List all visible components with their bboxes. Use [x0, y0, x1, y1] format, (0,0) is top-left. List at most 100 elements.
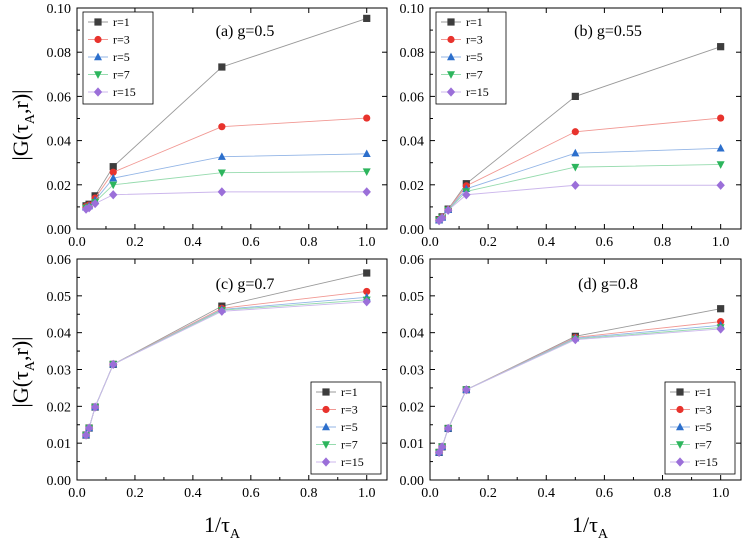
data-point-r=15	[437, 213, 447, 223]
panel-title: (d) g=0.8	[578, 276, 638, 293]
legend-label: r=3	[341, 403, 358, 417]
data-point-r=15	[571, 335, 580, 345]
data-point-r=15	[109, 359, 118, 369]
legend-label: r=7	[695, 438, 712, 452]
panel-1: 0.0 0.2 0.4 0.6 0.8 1.0 0.00 0.02 0.04 0.06 0.08 0.…	[400, 2, 742, 250]
data-point-r=3	[109, 168, 117, 176]
data-point-r=15	[437, 442, 447, 452]
series-line-r=7	[438, 164, 721, 221]
y-tick-label: 0.02	[47, 179, 72, 194]
legend-label: r=7	[113, 68, 130, 82]
x-tick-label: 1.0	[358, 486, 376, 501]
x-tick-label: 1.0	[712, 486, 730, 501]
data-point-r=15	[84, 423, 94, 433]
panels: 0.0 0.2 0.4 0.6 0.8 1.0 0.00 0.02 0.04 0.06 0.08 0.…	[47, 2, 742, 501]
y-tick-label: 0.06	[47, 90, 72, 105]
legend-marker	[322, 405, 330, 414]
legend-marker	[447, 35, 455, 44]
y-tick-label: 0.06	[400, 253, 425, 268]
legend-label: r=15	[695, 455, 718, 469]
data-point-r=1	[717, 305, 725, 313]
legend-marker	[94, 18, 102, 26]
y-tick-label: 0.10	[400, 2, 425, 17]
data-point-r=15	[716, 324, 725, 334]
y-tick-label: 0.01	[47, 437, 72, 452]
x-tick-label: 0.4	[184, 486, 202, 501]
y-tick-label: 0.01	[400, 437, 425, 452]
legend-marker	[676, 405, 684, 414]
panel-title: (b) g=0.55	[574, 23, 642, 40]
x-tick-label: 1.0	[358, 235, 376, 250]
legend-marker	[675, 457, 685, 467]
y-tick-label: 0.00	[400, 223, 425, 238]
data-point-r=1	[218, 63, 226, 71]
panel-0: 0.0 0.2 0.4 0.6 0.8 1.0 0.00 0.02 0.04 0.06 0.08 0.…	[47, 2, 388, 250]
y-axis-label-bottom: |G(τA,r)|	[8, 336, 38, 407]
data-point-r=15	[443, 423, 453, 434]
data-point-r=1	[363, 269, 371, 277]
data-point-r=15	[109, 190, 118, 200]
panel-2: 0.0 0.2 0.4 0.6 0.8 1.0 0.00 0.01 0.02 0.03 0.04 0.…	[47, 253, 388, 501]
legend-marker	[676, 422, 684, 431]
y-tick-label: 0.04	[47, 135, 72, 150]
legend-label: r=1	[695, 385, 712, 399]
series-line-r=15	[438, 184, 721, 221]
legend-marker	[447, 52, 455, 61]
legend-marker	[94, 35, 102, 44]
y-tick-label: 0.02	[400, 179, 425, 194]
legend-label: r=5	[113, 50, 130, 64]
y-tick-label: 0.05	[47, 290, 72, 305]
legend-marker	[322, 388, 330, 396]
data-point-r=15	[90, 198, 100, 209]
data-point-r=1	[363, 14, 371, 22]
data-point-r=1	[571, 92, 579, 100]
panel-3: 0.0 0.2 0.4 0.6 0.8 1.0 0.00 0.01 0.02 0.03 0.04 0.…	[400, 253, 742, 501]
y-tick-label: 0.00	[47, 474, 72, 489]
legend-marker	[94, 71, 102, 79]
data-point-r=3	[363, 114, 371, 122]
data-point-r=7	[571, 163, 580, 172]
series-line-r=3	[438, 117, 721, 221]
data-point-r=15	[217, 306, 227, 316]
legend-marker	[322, 422, 330, 431]
x-tick-label: 0.4	[538, 235, 556, 250]
x-tick-label: 0.0	[68, 486, 86, 501]
legend-box	[310, 381, 382, 475]
data-point-r=15	[443, 205, 453, 215]
panel-title: (a) g=0.5	[216, 23, 275, 40]
legend-marker	[447, 71, 455, 79]
legend-label: r=15	[466, 85, 489, 99]
data-point-r=3	[571, 128, 579, 136]
y-tick-label: 0.06	[47, 253, 72, 268]
legend-label: r=1	[113, 15, 130, 29]
legend-label: r=15	[341, 455, 364, 469]
y-tick-label: 0.08	[400, 46, 425, 61]
x-tick-label: 0.8	[654, 486, 672, 501]
legend-box	[664, 381, 736, 475]
x-tick-label: 0.0	[421, 235, 439, 250]
x-tick-label: 0.0	[421, 486, 439, 501]
legend-marker	[321, 457, 331, 467]
legend-box	[82, 11, 154, 105]
legend-marker	[446, 87, 456, 97]
y-tick-label: 0.06	[400, 90, 425, 105]
x-tick-label: 0.2	[479, 486, 497, 501]
data-point-r=7	[362, 168, 371, 176]
y-tick-label: 0.04	[400, 135, 425, 150]
series-line-r=15	[85, 191, 367, 210]
x-tick-label: 0.6	[596, 235, 614, 250]
legend-label: r=1	[466, 15, 483, 29]
data-point-r=5	[362, 149, 371, 158]
data-point-r=7	[716, 161, 725, 169]
legend-label: r=5	[466, 50, 483, 64]
legend-label: r=3	[466, 33, 483, 47]
series-line-r=7	[85, 171, 367, 209]
y-tick-label: 0.03	[47, 364, 72, 379]
y-tick-label: 0.05	[400, 290, 425, 305]
y-tick-label: 0.00	[47, 223, 72, 238]
y-axis-label-top: |G(τA,r)|	[8, 89, 38, 160]
x-axis-label-left: 1/τA	[204, 512, 241, 542]
legend-box	[435, 11, 507, 105]
series-line-r=3	[85, 117, 367, 207]
x-tick-label: 0.8	[654, 235, 672, 250]
